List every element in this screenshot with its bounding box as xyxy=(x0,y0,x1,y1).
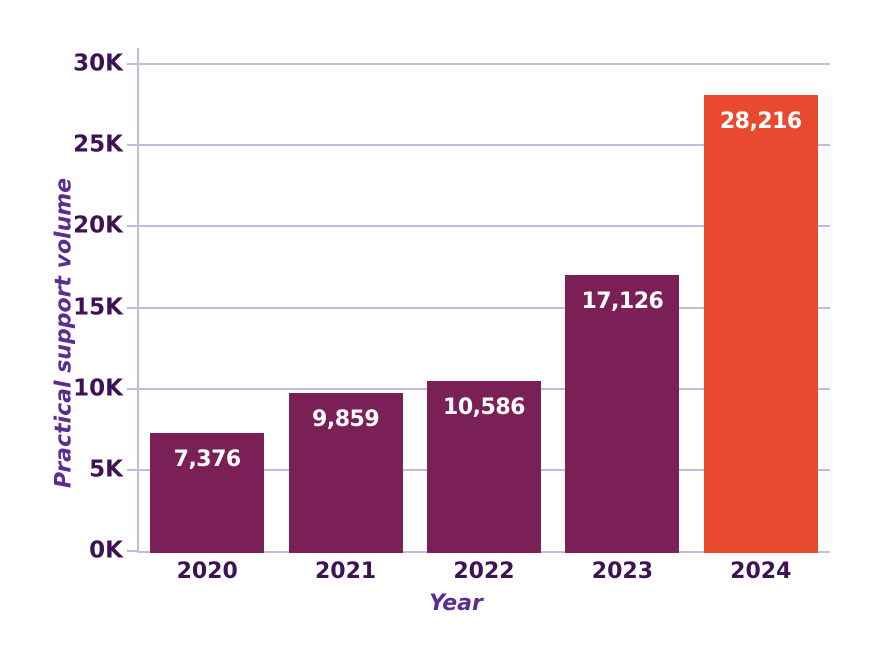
y-tick-mark xyxy=(127,144,138,147)
bar-value-label: 28,216 xyxy=(719,108,802,134)
gridline xyxy=(138,144,830,147)
bar-value-label: 9,859 xyxy=(312,406,380,432)
y-tick-mark xyxy=(127,63,138,65)
gridline xyxy=(138,306,830,309)
bar-2024: 28,216 xyxy=(703,94,818,553)
y-tick-label: 25K xyxy=(73,131,123,158)
bar-2023: 17,126 xyxy=(565,274,680,553)
bar-value-label: 17,126 xyxy=(581,288,664,314)
y-tick-label: 30K xyxy=(73,50,123,77)
y-tick-label: 10K xyxy=(73,375,123,402)
y-tick-mark xyxy=(127,387,138,390)
bar-2020: 7,376 xyxy=(150,433,265,553)
x-tick-label: 2020 xyxy=(176,559,238,584)
y-tick-label: 0K xyxy=(89,537,123,564)
gridline xyxy=(138,225,830,228)
gridline xyxy=(138,63,830,65)
y-tick-label: 15K xyxy=(73,294,123,320)
bar-value-label: 10,586 xyxy=(443,395,525,421)
bar-value-label: 7,376 xyxy=(173,447,242,473)
y-tick-label: 20K xyxy=(73,212,123,239)
bar-2022: 10,586 xyxy=(427,381,541,553)
x-tick-label: 2024 xyxy=(730,559,792,584)
y-tick-label: 5K xyxy=(89,456,123,483)
y-tick-mark xyxy=(127,550,138,552)
y-axis-line xyxy=(137,48,139,553)
x-tick-label: 2021 xyxy=(314,559,377,584)
bar-2021: 9,859 xyxy=(288,392,403,553)
x-tick-label: 2022 xyxy=(453,559,515,584)
y-tick-mark xyxy=(127,468,138,471)
y-tick-mark xyxy=(127,225,138,228)
y-tick-mark xyxy=(127,306,138,309)
x-tick-label: 2023 xyxy=(591,559,653,584)
x-axis-title: Year xyxy=(429,591,483,616)
